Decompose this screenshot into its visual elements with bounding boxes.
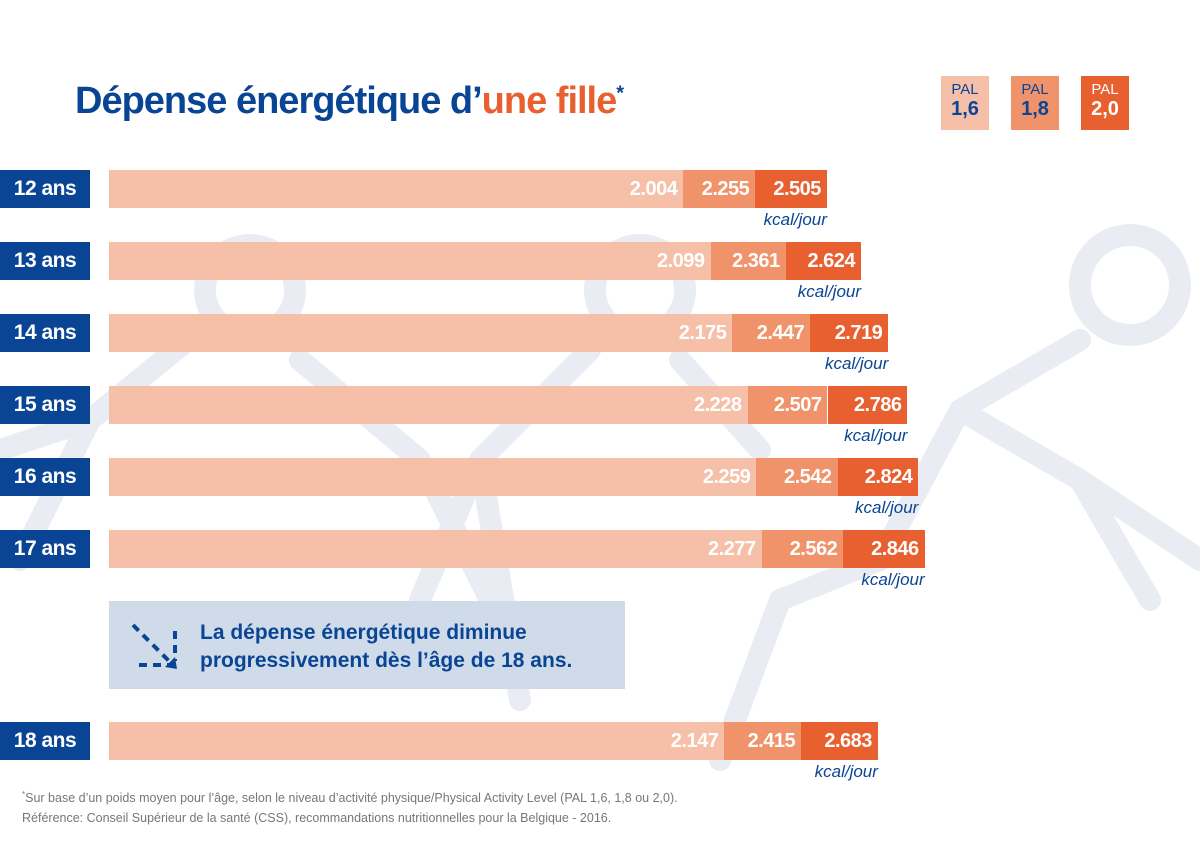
bar-segment-pal-0: 2.228 — [109, 386, 748, 424]
title-main: Dépense énergétique d’ — [75, 80, 483, 122]
age-label: 13 ans — [0, 242, 90, 280]
legend-label: PAL — [951, 81, 979, 98]
bar-segment-pal-1: 2.255 — [683, 170, 756, 208]
bar-segment-pal-2: 2.786 — [827, 386, 908, 424]
bar-segment-pal-1: 2.447 — [732, 314, 811, 352]
unit-label: kcal/jour — [763, 210, 827, 229]
note-line-2: progressivement dès l’âge de 18 ans. — [200, 649, 573, 672]
legend-label: PAL — [1021, 81, 1049, 98]
unit-label: kcal/jour — [797, 282, 862, 301]
page-title: Dépense énergétique d’une fille* — [75, 80, 624, 123]
unit-label: kcal/jour — [814, 762, 878, 781]
legend-item-pal-2: PAL 2,0 — [1081, 76, 1129, 130]
bar-segment-pal-1: 2.361 — [710, 242, 786, 280]
footnote-1: *Sur base d’un poids moyen pour l’âge, s… — [22, 790, 678, 805]
bar-segment-pal-1: 2.542 — [756, 458, 838, 496]
bar-segment-pal-1: 2.415 — [724, 722, 802, 760]
age-label: 18 ans — [0, 722, 90, 760]
decreasing-arrow-icon — [131, 623, 177, 669]
bar-segment-pal-2: 2.683 — [801, 722, 878, 760]
bar-segment-pal-0: 2.259 — [109, 458, 757, 496]
info-note: La dépense énergétique diminue progressiv… — [109, 601, 625, 689]
age-label: 12 ans — [0, 170, 90, 208]
footnote-asterisk: * — [22, 790, 26, 799]
legend-label: PAL — [1091, 81, 1119, 98]
bar-segment-pal-2: 2.624 — [785, 242, 862, 280]
bar-segment-pal-0: 2.004 — [109, 170, 684, 208]
bar-segment-pal-0: 2.175 — [109, 314, 733, 352]
bar-segment-pal-0: 2.099 — [109, 242, 711, 280]
unit-label: kcal/jour — [861, 570, 925, 589]
unit-label: kcal/jour — [855, 498, 919, 517]
note-line-1: La dépense énergétique diminue — [200, 621, 527, 644]
legend-item-pal-0: PAL 1,6 — [941, 76, 989, 130]
legend-item-pal-1: PAL 1,8 — [1011, 76, 1059, 130]
bar-segment-pal-0: 2.147 — [109, 722, 725, 760]
unit-label: kcal/jour — [824, 354, 889, 373]
bar-segment-pal-2: 2.824 — [837, 458, 919, 496]
legend-value: 1,8 — [1021, 98, 1049, 120]
age-label: 17 ans — [0, 530, 90, 568]
title-highlight: une fille — [481, 80, 618, 122]
footnote-2: Référence: Conseil Supérieur de la santé… — [22, 811, 612, 825]
legend-value: 2,0 — [1091, 98, 1119, 120]
footnote-text-1: Sur base d’un poids moyen pour l’âge, se… — [25, 791, 678, 806]
bar-segment-pal-2: 2.719 — [810, 314, 889, 352]
bar-segment-pal-1: 2.562 — [761, 530, 844, 568]
legend-value: 1,6 — [951, 98, 979, 120]
title-asterisk: * — [616, 82, 624, 105]
bar-segment-pal-2: 2.505 — [755, 170, 827, 208]
bar-segment-pal-2: 2.846 — [843, 530, 925, 568]
unit-label: kcal/jour — [844, 426, 908, 445]
bar-segment-pal-1: 2.507 — [747, 386, 828, 424]
age-label: 14 ans — [0, 314, 90, 352]
age-label: 16 ans — [0, 458, 90, 496]
bar-segment-pal-0: 2.277 — [109, 530, 762, 568]
age-label: 15 ans — [0, 386, 90, 424]
